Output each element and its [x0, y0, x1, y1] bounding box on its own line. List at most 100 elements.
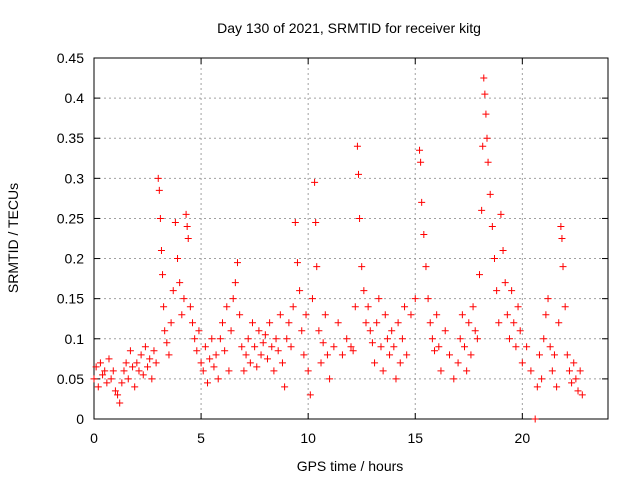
data-point — [219, 319, 226, 327]
data-point — [225, 367, 233, 375]
data-point — [375, 295, 383, 303]
data-point — [420, 230, 428, 238]
data-point — [163, 339, 171, 347]
data-point — [394, 319, 402, 327]
data-point — [467, 351, 475, 359]
data-point — [214, 375, 222, 383]
data-point — [557, 222, 565, 230]
data-point — [422, 263, 430, 271]
data-point — [169, 287, 177, 295]
data-point — [298, 327, 306, 335]
data-point — [574, 387, 582, 395]
data-point — [154, 174, 162, 182]
data-point — [131, 383, 139, 391]
data-point — [371, 359, 379, 367]
data-point — [383, 335, 391, 343]
y-tick-label: 0 — [76, 411, 84, 427]
data-point — [283, 335, 291, 343]
data-point — [493, 287, 501, 295]
data-point — [364, 303, 372, 311]
data-point — [116, 399, 124, 407]
data-point — [531, 415, 539, 423]
data-point — [463, 367, 471, 375]
data-point — [238, 343, 246, 351]
data-point — [255, 327, 263, 335]
data-point — [216, 335, 224, 343]
data-point — [278, 359, 286, 367]
data-point — [263, 355, 271, 363]
data-point — [501, 279, 509, 287]
y-tick-label: 0.35 — [57, 130, 84, 146]
data-point — [199, 367, 207, 375]
data-point — [103, 379, 111, 387]
data-point — [555, 319, 563, 327]
data-point — [248, 319, 256, 327]
data-point — [366, 327, 374, 335]
data-point — [94, 383, 102, 391]
data-point — [495, 319, 503, 327]
plot-frame — [93, 57, 609, 420]
data-point — [435, 343, 443, 351]
data-point — [274, 347, 282, 355]
data-point — [411, 295, 419, 303]
data-point — [565, 367, 573, 375]
y-tick-label: 0.45 — [57, 50, 84, 66]
data-point — [338, 351, 346, 359]
data-point — [270, 367, 278, 375]
data-point — [233, 259, 241, 267]
data-point — [111, 387, 119, 395]
data-point — [424, 295, 432, 303]
data-point — [122, 359, 130, 367]
x-axis-label: GPS time / hours — [297, 458, 404, 474]
data-point — [221, 347, 229, 355]
data-point — [351, 303, 359, 311]
data-point — [347, 343, 355, 351]
data-point — [497, 210, 505, 218]
data-point — [480, 74, 488, 82]
data-point — [527, 367, 535, 375]
data-point — [469, 303, 477, 311]
data-point — [390, 343, 398, 351]
data-point — [334, 319, 342, 327]
data-point — [326, 375, 334, 383]
data-point — [505, 335, 513, 343]
data-point — [330, 343, 338, 351]
data-point — [296, 287, 304, 295]
data-point — [523, 343, 531, 351]
data-point — [167, 319, 175, 327]
data-point — [293, 259, 301, 267]
data-point — [553, 383, 561, 391]
data-point — [373, 319, 381, 327]
data-point — [319, 339, 327, 347]
data-point — [343, 335, 351, 343]
data-point — [186, 303, 194, 311]
x-tick-label: 20 — [515, 430, 531, 446]
x-tick-label: 0 — [90, 430, 98, 446]
data-point — [456, 335, 464, 343]
data-point — [184, 235, 192, 242]
data-point — [201, 343, 209, 351]
data-point — [242, 351, 250, 359]
data-point — [510, 319, 518, 327]
y-tick-label: 0.3 — [65, 170, 85, 186]
data-point — [204, 379, 212, 387]
data-point — [90, 375, 98, 383]
data-point — [479, 142, 487, 150]
data-point — [266, 319, 274, 327]
data-point — [189, 319, 197, 327]
data-point — [182, 210, 190, 218]
data-point — [431, 347, 439, 355]
data-point — [268, 343, 276, 351]
data-point — [563, 351, 571, 359]
y-tick-label: 0.25 — [57, 210, 84, 226]
data-point — [403, 351, 411, 359]
data-point — [312, 218, 320, 226]
grid-lines — [94, 58, 608, 419]
data-point — [321, 311, 329, 319]
data-point — [379, 367, 387, 375]
data-point — [135, 367, 143, 375]
y-tick-label: 0.2 — [65, 251, 85, 267]
data-point — [533, 383, 541, 391]
data-point — [159, 271, 167, 279]
data-point — [576, 367, 584, 375]
